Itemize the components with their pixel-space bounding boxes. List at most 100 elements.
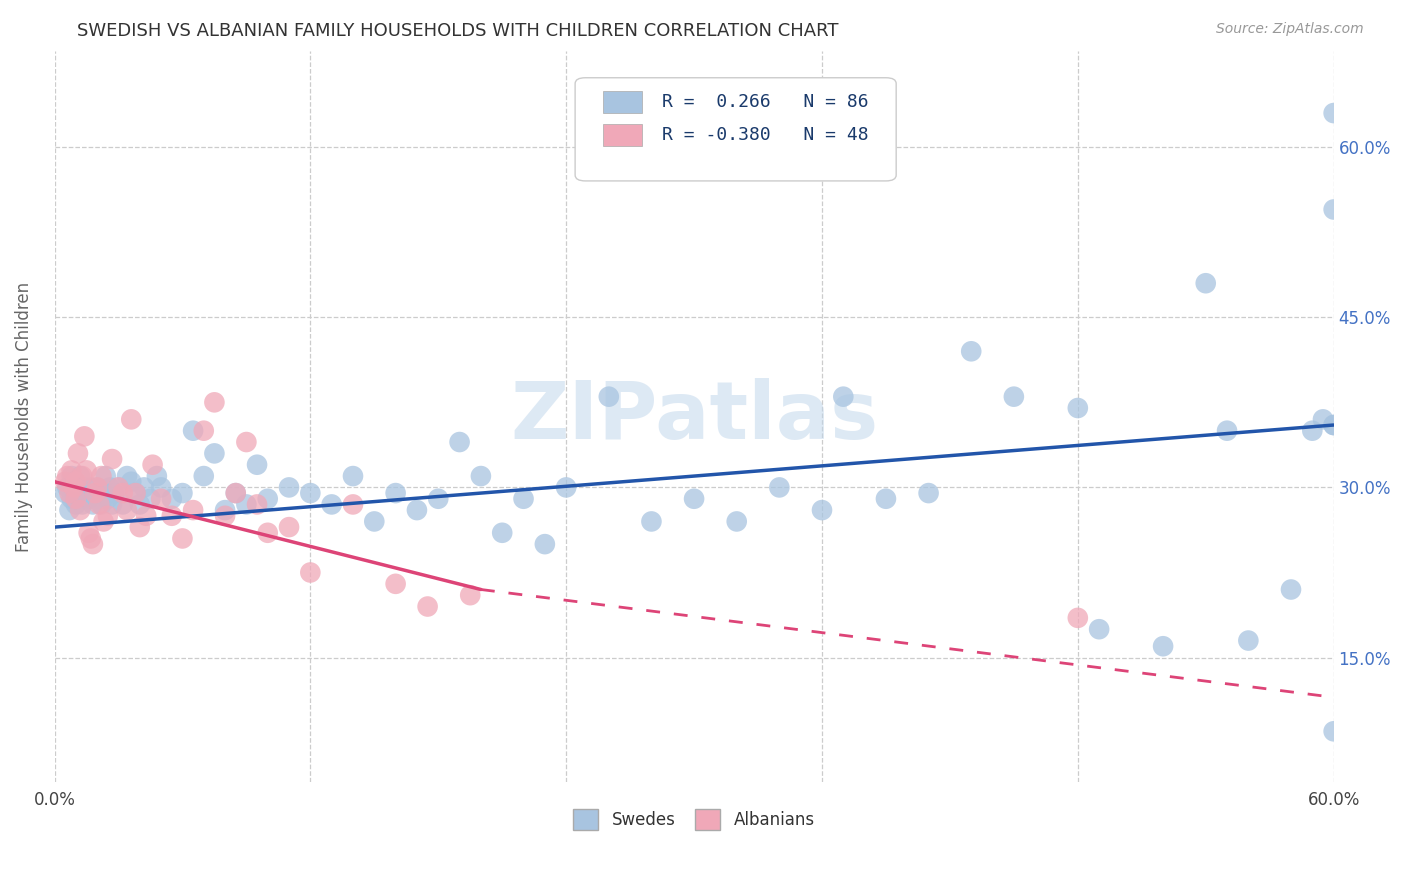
Point [111, 486, 134, 500]
Text: SWEDISH VS ALBANIAN FAMILY HOUSEHOLDS WITH CHILDREN CORRELATION CHART: SWEDISH VS ALBANIAN FAMILY HOUSEHOLDS WI… [77, 22, 839, 40]
Point [58, 503, 80, 517]
Point [124, 486, 146, 500]
Point [427, 491, 450, 506]
Point [1237, 633, 1260, 648]
Point [491, 525, 513, 540]
Point [66, 486, 89, 500]
Point [960, 344, 983, 359]
Point [101, 452, 124, 467]
Point [299, 566, 322, 580]
Point [342, 469, 364, 483]
Point [73, 480, 96, 494]
Point [278, 520, 301, 534]
Point [128, 498, 150, 512]
Point [160, 508, 183, 523]
Point [1152, 639, 1174, 653]
Point [107, 480, 129, 494]
Point [84, 486, 107, 500]
Point [56, 480, 79, 494]
Point [65, 475, 87, 489]
Point [225, 486, 247, 500]
Point [93, 486, 115, 500]
Point [115, 503, 138, 517]
Point [172, 486, 194, 500]
Point [69, 503, 91, 517]
Point [77, 491, 100, 506]
FancyBboxPatch shape [603, 91, 641, 113]
Point [640, 515, 662, 529]
Point [65, 480, 87, 494]
Point [1279, 582, 1302, 597]
Point [683, 491, 706, 506]
Point [1002, 390, 1025, 404]
Point [1067, 611, 1090, 625]
Point [1323, 106, 1346, 120]
Point [89, 498, 111, 512]
Point [363, 515, 385, 529]
FancyBboxPatch shape [575, 78, 896, 181]
Point [416, 599, 439, 614]
Point [93, 515, 115, 529]
Point [1323, 417, 1346, 432]
Point [60, 469, 83, 483]
Point [58, 486, 80, 500]
Point [60, 463, 83, 477]
Point [1323, 202, 1346, 217]
Point [299, 486, 322, 500]
Point [60, 491, 83, 506]
Point [160, 491, 183, 506]
Point [146, 469, 169, 483]
Point [135, 508, 157, 523]
Legend: Swedes, Albanians: Swedes, Albanians [567, 803, 821, 836]
Point [120, 475, 142, 489]
Point [458, 588, 481, 602]
Point [246, 458, 269, 472]
Point [77, 525, 100, 540]
Point [120, 412, 142, 426]
Point [103, 486, 125, 500]
Point [181, 503, 204, 517]
Point [89, 491, 111, 506]
Point [384, 577, 406, 591]
Point [555, 480, 578, 494]
Point [278, 480, 301, 494]
Point [56, 469, 79, 483]
Point [384, 486, 406, 500]
Point [73, 429, 96, 443]
Point [725, 515, 748, 529]
Point [124, 486, 146, 500]
Point [53, 486, 76, 500]
Point [70, 498, 93, 512]
Point [1312, 412, 1334, 426]
Point [246, 498, 269, 512]
Point [534, 537, 557, 551]
Point [235, 498, 257, 512]
Point [512, 491, 534, 506]
Point [84, 486, 107, 500]
Point [832, 390, 855, 404]
Point [107, 480, 129, 494]
Point [66, 446, 89, 460]
Point [256, 525, 278, 540]
Point [321, 498, 343, 512]
Point [128, 520, 150, 534]
Point [598, 390, 620, 404]
Point [875, 491, 897, 506]
Text: Source: ZipAtlas.com: Source: ZipAtlas.com [1216, 22, 1364, 37]
Point [256, 491, 278, 506]
Point [235, 435, 257, 450]
Point [70, 491, 93, 506]
Point [1323, 724, 1346, 739]
Point [1323, 417, 1346, 432]
Point [97, 491, 120, 506]
Point [70, 469, 93, 483]
Point [1216, 424, 1239, 438]
Point [76, 486, 98, 500]
Point [181, 424, 204, 438]
Point [214, 508, 236, 523]
Point [62, 475, 84, 489]
Point [811, 503, 834, 517]
Point [76, 463, 98, 477]
Point [101, 498, 124, 512]
Point [82, 498, 104, 512]
